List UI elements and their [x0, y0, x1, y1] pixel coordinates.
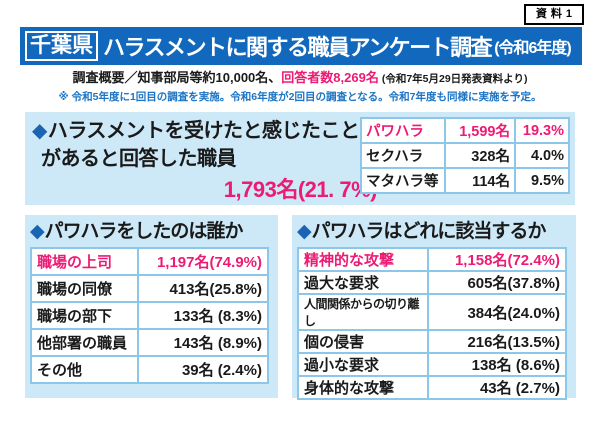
category-table: 精神的な攻撃 1,158名(72.4%) 過大な要求 605名(37.8%) 人… — [297, 247, 567, 400]
document-number-badge: 資料1 — [523, 4, 584, 25]
perpetrator-table: 職場の上司 1,197名(74.9%) 職場の同僚 413名(25.8%) 職場… — [30, 247, 269, 384]
category-label: 身体的な攻撃 — [297, 375, 429, 400]
table-row: 精神的な攻撃 1,158名(72.4%) — [297, 247, 567, 272]
perpetrator-heading: ◆パワハラをしたのは誰か — [30, 220, 278, 244]
summary-section: ◆ハラスメントを受けたと感じたこと があると回答した職員 1,793名(21. … — [25, 112, 575, 205]
table-row: 職場の同僚 413名(25.8%) — [30, 274, 269, 303]
category-heading: ◆パワハラはどれに該当するか — [297, 220, 576, 244]
table-row: 身体的な攻撃 43名 (2.7%) — [297, 375, 567, 400]
table-row: 過大な要求 605名(37.8%) — [297, 270, 567, 295]
category-label: 人間関係からの切り離し — [297, 293, 429, 331]
summary-heading-line1: ◆ハラスメントを受けたと感じたこと — [32, 117, 360, 145]
summary-heading-line2: があると回答した職員 — [41, 148, 236, 170]
table-row: 過小な要求 138名 (8.6%) — [297, 352, 567, 377]
perpetrator-section: ◆パワハラをしたのは誰か 職場の上司 1,197名(74.9%) 職場の同僚 4… — [25, 215, 278, 398]
perpetrator-heading-text: パワハラをしたのは誰か — [44, 221, 244, 242]
title-bar: 千葉県 ハラスメントに関する職員アンケート調査 (令和6年度) — [20, 27, 582, 65]
table-row: 人間関係からの切り離し 384名(24.0%) — [297, 293, 567, 331]
table-row: 個の侵害 216名(13.5%) — [297, 329, 567, 354]
category-label: 過小な要求 — [297, 352, 429, 377]
table-row: 職場の上司 1,197名(74.9%) — [30, 247, 269, 276]
category-value: 138名 (8.6%) — [427, 352, 567, 377]
perpetrator-label: 他部署の職員 — [30, 328, 139, 357]
category-value: 43名 (2.7%) — [427, 375, 567, 400]
type-label: セクハラ — [360, 142, 446, 169]
perpetrator-label: その他 — [30, 355, 139, 384]
type-label: マタハラ等 — [360, 167, 446, 194]
diamond-icon: ◆ — [297, 221, 312, 242]
category-value: 605名(37.8%) — [427, 270, 567, 295]
type-percent: 19.3% — [514, 117, 570, 144]
diamond-icon: ◆ — [32, 120, 47, 142]
category-value: 216名(13.5%) — [427, 329, 567, 354]
table-row: 職場の部下 133名 (8.3%) — [30, 301, 269, 330]
table-row: 他部署の職員 143名 (8.9%) — [30, 328, 269, 357]
harassment-type-table: パワハラ 1,599名 19.3% セクハラ 328名 4.0% マタハラ等 1… — [360, 117, 570, 194]
perpetrator-value: 413名(25.8%) — [137, 274, 269, 303]
table-row: パワハラ 1,599名 19.3% — [360, 117, 570, 144]
perpetrator-value: 39名 (2.4%) — [137, 355, 269, 384]
table-row: その他 39名 (2.4%) — [30, 355, 269, 384]
total-victims-value: 1,793名(21. 7%) — [223, 177, 378, 202]
perpetrator-label: 職場の部下 — [30, 301, 139, 330]
category-section: ◆パワハラはどれに該当するか 精神的な攻撃 1,158名(72.4%) 過大な要… — [292, 215, 576, 400]
type-label: パワハラ — [360, 117, 446, 144]
perpetrator-label: 職場の同僚 — [30, 274, 139, 303]
category-value: 1,158名(72.4%) — [427, 247, 567, 272]
prefecture-box: 千葉県 — [25, 31, 98, 61]
type-percent: 4.0% — [514, 142, 570, 169]
summary-heading-text1: ハラスメントを受けたと感じたこと — [47, 120, 360, 142]
title-fiscal-year: (令和6年度) — [494, 40, 572, 57]
category-label: 個の侵害 — [297, 329, 429, 354]
type-percent: 9.5% — [514, 167, 570, 194]
category-label: 過大な要求 — [297, 270, 429, 295]
table-row: マタハラ等 114名 9.5% — [360, 167, 570, 194]
summary-heading: ◆ハラスメントを受けたと感じたこと があると回答した職員 — [32, 117, 360, 173]
type-count: 328名 — [444, 142, 516, 169]
type-count: 114名 — [444, 167, 516, 194]
footnote: ※ 令和5年度に1回目の調査を実施。令和6年度が2回目の調査となる。令和7年度も… — [58, 91, 542, 103]
type-count: 1,599名 — [444, 117, 516, 144]
survey-overview: 調査概要／知事部局等約10,000名、回答者数8,269名 (令和7年5月29日発… — [0, 70, 600, 103]
overview-line: 調査概要／知事部局等約10,000名、回答者数8,269名 (令和7年5月29日発… — [0, 70, 600, 87]
perpetrator-label: 職場の上司 — [30, 247, 139, 276]
perpetrator-value: 1,197名(74.9%) — [137, 247, 269, 276]
page-title: ハラスメントに関する職員アンケート調査 — [103, 35, 493, 60]
category-heading-text: パワハラはどれに該当するか — [311, 221, 547, 242]
perpetrator-value: 133名 (8.3%) — [137, 301, 269, 330]
category-label: 精神的な攻撃 — [297, 247, 429, 272]
category-value: 384名(24.0%) — [427, 293, 567, 331]
respondents-count: 回答者数8,269名 — [281, 70, 379, 85]
diamond-icon: ◆ — [30, 221, 45, 242]
perpetrator-value: 143名 (8.9%) — [137, 328, 269, 357]
table-row: セクハラ 328名 4.0% — [360, 142, 570, 169]
overview-text: 調査概要／知事部局等約10,000名、 — [72, 70, 282, 85]
source-note: (令和7年5月29日発表資料より) — [381, 73, 528, 85]
